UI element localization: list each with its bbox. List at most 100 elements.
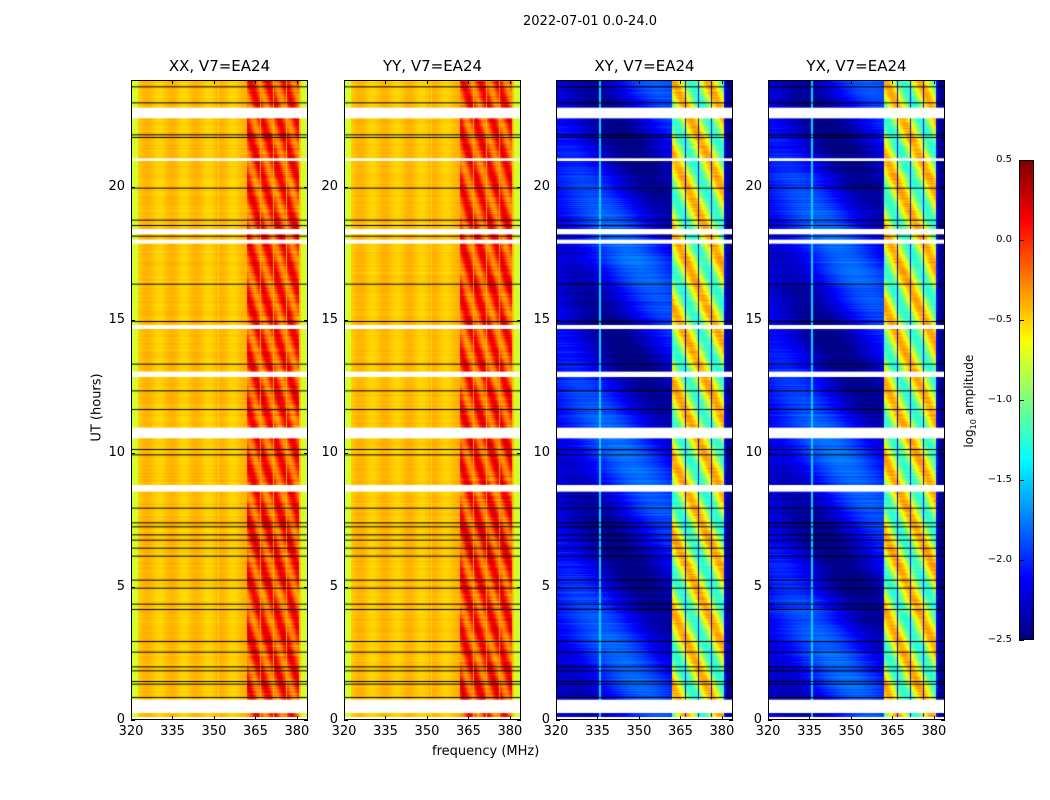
x-tick-mark [468,80,470,84]
y-tick-mark [729,320,733,321]
x-tick-mark [344,716,345,720]
colorbar-tick-label: −0.5 [987,314,1012,325]
x-tick-mark [385,80,387,84]
heatmap-image [345,81,520,719]
x-tick-mark [850,716,852,720]
x-tick-mark [509,80,511,84]
panel-title: XX, V7=EA24 [168,57,271,75]
y-tick-label: 20 [745,178,762,194]
x-tick-mark [850,80,852,84]
colorbar-tick-label: −2.5 [987,634,1012,645]
x-tick-mark [597,716,599,720]
colorbar-tick-mark [1019,640,1024,641]
panel-yy: YY, V7=EA24 0 5 10 15 20 320 335 350 365 380 [321,57,522,739]
x-tick-label: 380 [709,724,735,739]
y-tick-mark [517,720,521,721]
y-tick-mark [941,720,945,721]
x-tick-mark [892,80,894,84]
x-tick-mark [255,80,257,84]
x-tick-mark [638,716,640,720]
y-tick-label: 20 [533,178,550,194]
heatmap-yx [768,80,945,720]
y-tick-mark [517,186,521,188]
x-tick-mark [597,80,599,84]
x-tick-label: 320 [331,724,357,739]
y-tick-label: 20 [321,178,338,194]
y-tick-label: 0 [753,712,762,727]
x-tick-mark [172,80,174,84]
x-tick-mark [213,716,215,720]
x-tick-mark [721,80,723,84]
x-tick-label: 335 [797,724,822,739]
y-tick-label: 0 [541,712,550,727]
y-tick-mark [517,586,521,588]
colorbar-tick-label: −1.5 [987,474,1012,485]
x-tick-label: 320 [543,724,569,739]
panel-xy: XY, V7=EA24 0 5 10 15 20 320 335 350 365 380 [533,57,734,739]
x-tick-mark [296,80,298,84]
y-tick-label: 20 [108,178,125,194]
colorbar-tick-label: 0.5 [996,154,1012,165]
x-tick-mark [638,80,640,84]
x-tick-label: 350 [201,724,227,739]
y-tick-label: 0 [116,712,125,727]
x-tick-label: 335 [160,724,185,739]
y-tick-mark [304,453,308,455]
y-tick-mark [768,586,772,588]
y-tick-mark [941,186,945,188]
y-tick-mark [304,586,308,588]
x-tick-label: 335 [585,724,610,739]
y-tick-mark [517,453,521,455]
y-tick-label: 15 [533,312,550,327]
heatmap-yy [344,80,521,720]
y-tick-label: 10 [745,445,762,461]
y-tick-mark [729,186,733,188]
y-tick-mark [344,453,348,455]
y-tick-mark [556,720,560,721]
x-tick-label: 350 [626,724,652,739]
x-tick-mark [131,716,132,720]
x-tick-mark [680,716,682,720]
panel-yx: YX, V7=EA24 0 5 10 15 20 320 335 350 365 380 [745,57,946,739]
x-tick-mark [768,80,769,84]
y-tick-label: 10 [533,445,550,461]
x-tick-mark [680,80,682,84]
x-tick-label: 365 [668,724,693,739]
y-tick-label: 10 [108,445,125,461]
colorbar-gradient [1020,161,1033,639]
x-tick-mark [892,716,894,720]
x-tick-mark [296,716,298,720]
y-tick-mark [304,186,308,188]
x-tick-mark [809,716,811,720]
y-tick-mark [941,586,945,588]
x-tick-mark [933,80,935,84]
y-tick-label: 5 [329,578,338,594]
y-tick-mark [556,453,560,455]
x-axis-label: frequency (MHz) [432,744,540,759]
colorbar-tick-mark [1019,560,1024,561]
y-tick-mark [941,453,945,455]
y-tick-label: 15 [321,312,338,327]
y-tick-mark [131,320,135,321]
x-tick-label: 320 [118,724,144,739]
x-tick-label: 350 [838,724,864,739]
x-tick-mark [556,80,557,84]
x-tick-label: 380 [284,724,310,739]
colorbar-tick-label: −2.0 [987,554,1012,565]
x-tick-mark [933,716,935,720]
x-tick-label: 320 [755,724,781,739]
x-tick-label: 350 [414,724,440,739]
y-tick-label: 10 [321,445,338,461]
colorbar-label: log10 amplitude [961,354,979,448]
x-tick-label: 380 [497,724,523,739]
y-tick-mark [131,453,135,455]
y-tick-label: 15 [745,312,762,327]
colorbar-tick-mark [1019,160,1024,161]
x-tick-mark [131,80,132,84]
x-tick-mark [556,716,557,720]
y-tick-mark [344,586,348,588]
y-tick-mark [941,320,945,321]
y-tick-label: 5 [116,578,125,594]
y-tick-mark [556,586,560,588]
x-tick-mark [426,80,428,84]
